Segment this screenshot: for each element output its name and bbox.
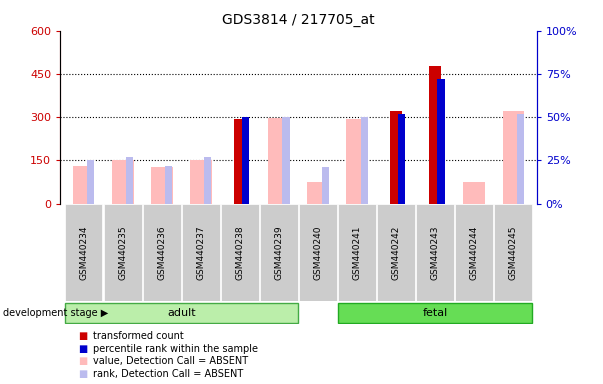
Bar [417,204,454,301]
Bar [308,182,329,204]
Bar [151,167,172,204]
Bar [73,166,95,204]
Bar [65,204,103,301]
Text: development stage ▶: development stage ▶ [3,308,109,318]
Bar [517,114,524,204]
Bar [390,111,402,204]
Text: GSM440236: GSM440236 [157,225,166,280]
Bar [143,204,180,301]
Bar [221,204,259,301]
Text: GSM440240: GSM440240 [314,225,323,280]
Text: GSM440235: GSM440235 [118,225,127,280]
Text: value, Detection Call = ABSENT: value, Detection Call = ABSENT [93,356,248,366]
Bar [429,66,441,204]
Bar [377,204,415,301]
Text: transformed count: transformed count [93,331,184,341]
Text: GSM440234: GSM440234 [79,225,88,280]
Text: ■: ■ [78,369,87,379]
Text: GSM440245: GSM440245 [509,225,518,280]
Text: ■: ■ [78,344,87,354]
Bar [282,117,289,204]
Bar [346,119,368,204]
Text: GSM440244: GSM440244 [470,225,479,280]
Text: adult: adult [167,308,195,318]
Text: rank, Detection Call = ABSENT: rank, Detection Call = ABSENT [93,369,244,379]
Bar [104,204,142,301]
Bar [338,303,532,323]
Text: GSM440243: GSM440243 [431,225,440,280]
Text: GSM440241: GSM440241 [353,225,362,280]
Bar [299,204,336,301]
Bar [182,204,219,301]
Bar [112,160,133,204]
Bar [242,117,249,204]
Bar [87,161,94,204]
Bar [204,157,212,204]
Bar [494,204,532,301]
Text: fetal: fetal [423,308,448,318]
Text: ■: ■ [78,356,87,366]
Bar [502,111,524,204]
Title: GDS3814 / 217705_at: GDS3814 / 217705_at [222,13,375,27]
Bar [438,79,444,204]
Bar [65,303,298,323]
Text: GSM440238: GSM440238 [235,225,244,280]
Bar [268,118,289,204]
Text: ■: ■ [78,331,87,341]
Bar [338,204,376,301]
Bar [399,114,405,204]
Text: GSM440242: GSM440242 [391,225,400,280]
Text: GSM440239: GSM440239 [274,225,283,280]
Text: percentile rank within the sample: percentile rank within the sample [93,344,259,354]
Bar [260,204,298,301]
Bar [455,204,493,301]
Text: GSM440237: GSM440237 [197,225,206,280]
Bar [361,117,368,204]
Bar [190,160,212,204]
Bar [126,157,133,204]
Bar [321,167,329,204]
Bar [464,182,485,204]
Bar [234,119,246,204]
Bar [165,166,172,204]
